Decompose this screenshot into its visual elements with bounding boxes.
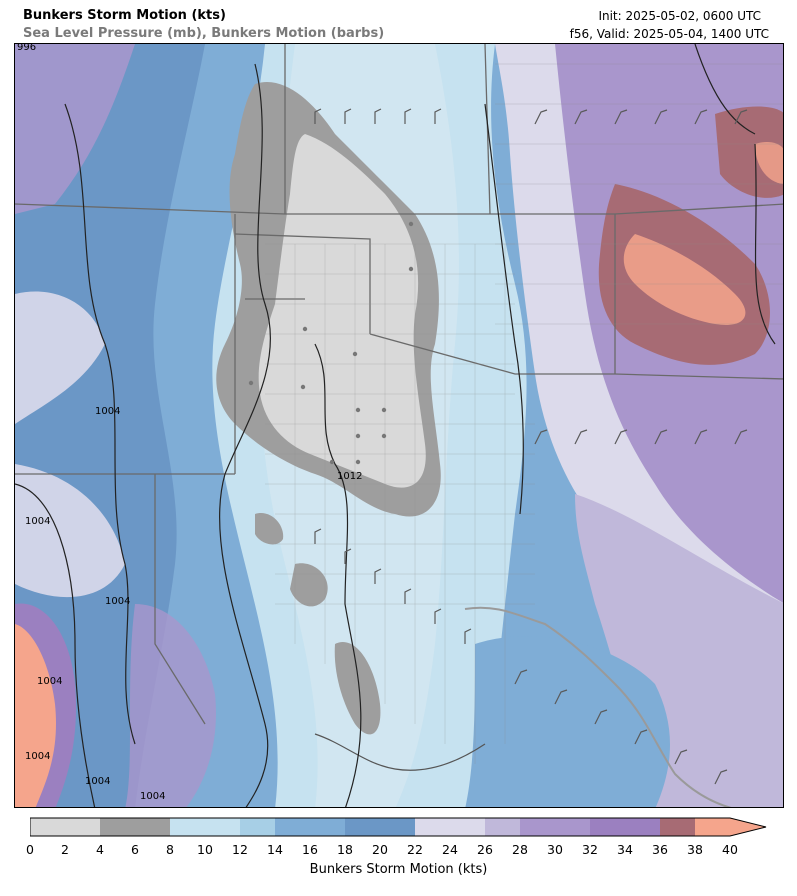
colorbar-band [660,818,695,836]
colorbar-tick-label: 10 [197,842,213,857]
field-gray-spot [255,513,284,545]
map-title: Bunkers Storm Motion (kts) [23,8,226,23]
field-sw-purple-2 [125,604,216,807]
isobar-label: 1004 [37,676,62,687]
colorbar-tick-label: 28 [512,842,528,857]
field-ne-salmon [755,142,783,184]
isobar-label: 996 [17,44,36,53]
colorbar-tick-label: 6 [131,842,139,857]
colorbar-tick-label: 0 [26,842,34,857]
colorbar-outline [30,817,767,837]
colorbar-tick-label: 32 [582,842,598,857]
colorbar-tick-label: 26 [477,842,493,857]
colorbar-band [590,818,660,836]
colorbar-band [415,818,485,836]
colorbar-band [695,818,730,836]
county-grid [265,63,783,764]
isobar-label: 1004 [25,751,50,762]
colorbar-band [170,818,240,836]
coastline [464,606,732,807]
colorbar-label: Bunkers Storm Motion (kts) [309,862,488,877]
colorbar-tick-label: 20 [372,842,388,857]
colorbar-tick-label: 16 [302,842,318,857]
map-panel: 996 1012 1004 1004 1004 1004 1004 1004 1… [14,43,784,808]
colorbar-tick-label: 36 [652,842,668,857]
field-se-lavender [575,494,783,807]
border-mexico [314,733,486,771]
field-west-light-2 [15,464,125,598]
colorbar-bands [30,818,766,836]
init-time: Init: 2025-05-02, 0600 UTC [598,9,761,23]
colorbar-extend-arrow [730,818,766,836]
station-dots [248,221,414,465]
colorbar-tick-label: 8 [166,842,174,857]
isobar-label: 1012 [337,471,362,482]
isobar-label: 1004 [85,776,110,787]
colorbar-band [520,818,590,836]
wind-barbs [314,108,748,785]
colorbar-tick-label: 2 [61,842,69,857]
field-west-light [15,291,105,424]
colorbar-band [275,818,345,836]
field-gray-spot-3 [334,642,381,735]
colorbar-tick-label: 22 [407,842,423,857]
field-nw-purple [15,44,135,214]
colorbar-tick-label: 30 [547,842,563,857]
map-subtitle: Sea Level Pressure (mb), Bunkers Motion … [23,26,385,41]
colorbar-band [100,818,170,836]
isobars [15,44,776,807]
isobar-label: 1004 [25,516,50,527]
field-gulf-blue [465,636,670,807]
isobar-label: 1004 [105,596,130,607]
colorbar-tick-label: 24 [442,842,458,857]
isobar-label-group: 996 1012 1004 1004 1004 1004 1004 1004 1… [17,44,362,802]
isobar-label: 1004 [95,406,120,417]
field-east-salmon [623,234,746,325]
colorbar-tick-label: 38 [687,842,703,857]
colorbar-tick-label: 34 [617,842,633,857]
state-borders [15,44,783,725]
field-gray-light [258,134,426,488]
colorbar-band [345,818,415,836]
map-canvas: 996 1012 1004 1004 1004 1004 1004 1004 1… [15,44,783,807]
field-sw-salmon [15,624,56,807]
valid-time: f56, Valid: 2025-05-04, 1400 UTC [569,27,769,41]
colorbar-band [240,818,275,836]
colorbar-tick-label: 12 [232,842,248,857]
isobar-label: 1004 [140,791,165,802]
colorbar-band [485,818,520,836]
colorbar-tick-label: 14 [267,842,283,857]
colorbar [30,817,767,837]
colorbar-band [30,818,100,836]
colorbar-tick-label: 40 [722,842,738,857]
colorbar-tick-label: 18 [337,842,353,857]
colorbar-ticks: 0 2 4 6 8 10 12 14 16 18 20 22 24 26 28 30 32 34 36 38 40 [26,842,770,858]
colorbar-tick-label: 4 [96,842,104,857]
